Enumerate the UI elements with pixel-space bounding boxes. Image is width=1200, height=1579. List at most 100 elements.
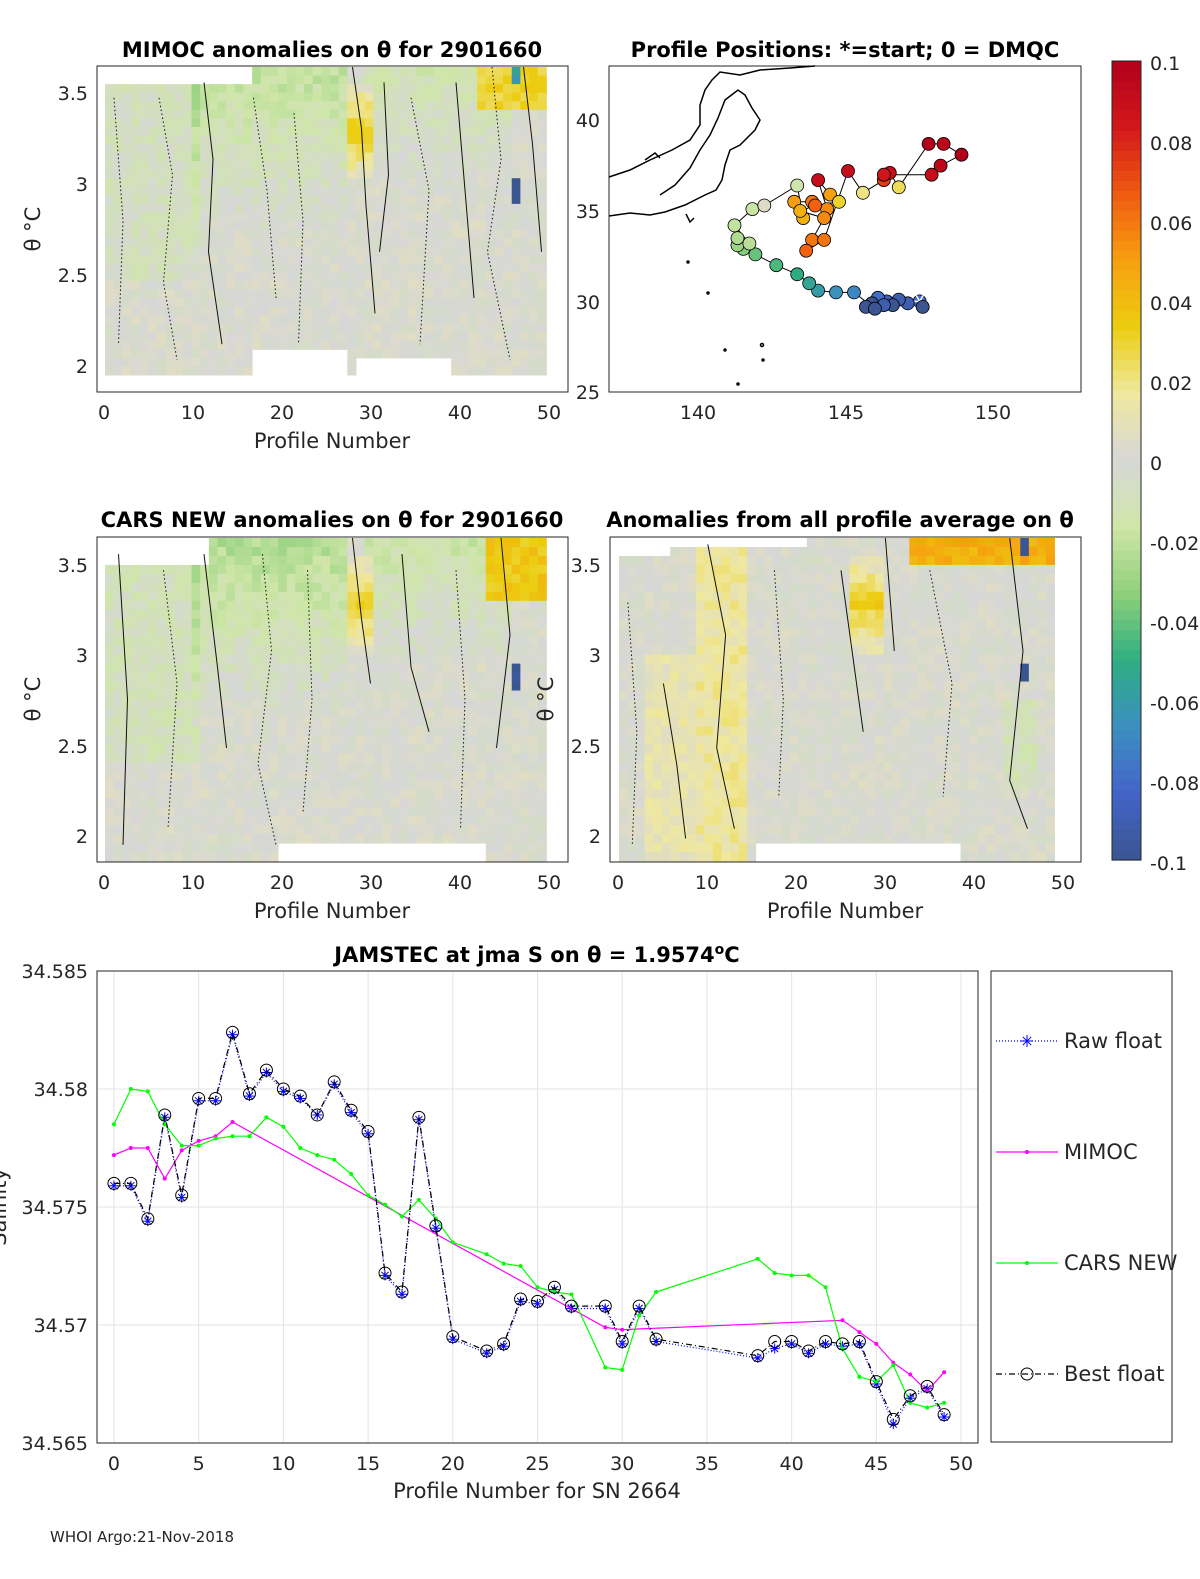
anomaly-cell xyxy=(408,556,417,565)
anomaly-cell xyxy=(365,619,374,628)
anomaly-cell xyxy=(243,556,252,565)
anomaly-cell xyxy=(287,127,296,136)
anomaly-cell xyxy=(114,735,123,744)
anomaly-cell xyxy=(192,101,201,110)
anomaly-cell xyxy=(339,565,348,574)
anomaly-cell xyxy=(166,834,175,843)
anomaly-cell xyxy=(243,816,252,825)
anomaly-cell xyxy=(756,753,765,762)
anomaly-cell xyxy=(841,771,850,780)
anomaly-cell xyxy=(773,700,782,709)
anomaly-cell xyxy=(321,708,330,717)
anomaly-cell xyxy=(832,744,841,753)
anomaly-cell xyxy=(417,307,426,316)
anomaly-cell xyxy=(494,127,503,136)
anomaly-cell xyxy=(739,807,748,816)
anomaly-cell xyxy=(391,76,400,85)
anomaly-cell xyxy=(192,717,201,726)
anomaly-cell xyxy=(356,212,365,221)
anomaly-cell xyxy=(781,798,790,807)
anomaly-cell xyxy=(295,255,304,264)
anomaly-cell xyxy=(192,144,201,153)
anomaly-cell xyxy=(408,67,417,76)
anomaly-cell xyxy=(892,744,901,753)
anomaly-cell xyxy=(391,204,400,213)
anomaly-cell xyxy=(494,798,503,807)
anomaly-cell xyxy=(486,825,495,834)
anomaly-cell xyxy=(529,852,538,861)
anomaly-cell xyxy=(278,212,287,221)
anomaly-cell xyxy=(382,281,391,290)
anomaly-cell xyxy=(148,247,157,256)
anomaly-cell xyxy=(520,187,529,196)
anomaly-cell xyxy=(460,298,469,307)
anomaly-cell xyxy=(884,789,893,798)
anomaly-cell xyxy=(538,349,547,358)
anomaly-cell xyxy=(183,170,192,179)
anomaly-cell xyxy=(183,110,192,119)
anomaly-cell xyxy=(815,726,824,735)
anomaly-cell xyxy=(520,135,529,144)
anomaly-cell xyxy=(313,834,322,843)
anomaly-cell xyxy=(373,110,382,119)
anomaly-cell xyxy=(235,178,244,187)
anomaly-cell xyxy=(382,753,391,762)
anomaly-cell xyxy=(269,118,278,127)
anomaly-cell xyxy=(520,212,529,221)
anomaly-cell xyxy=(486,807,495,816)
anomaly-cell xyxy=(408,84,417,93)
anomaly-cell xyxy=(417,221,426,230)
anomaly-cell xyxy=(503,628,512,637)
anomaly-cell xyxy=(408,324,417,333)
anomaly-cell xyxy=(619,556,628,565)
colorbar-swatch xyxy=(1112,231,1141,242)
anomaly-cell xyxy=(628,637,637,646)
anomaly-cell xyxy=(460,264,469,273)
anomaly-cell xyxy=(140,307,149,316)
anomaly-cell xyxy=(321,628,330,637)
anomaly-cell xyxy=(278,247,287,256)
anomaly-cell xyxy=(330,762,339,771)
anomaly-cell xyxy=(619,700,628,709)
anomaly-cell xyxy=(628,592,637,601)
anomaly-cell xyxy=(477,144,486,153)
anomaly-cell xyxy=(628,807,637,816)
anomaly-cell xyxy=(200,771,209,780)
anomaly-cell xyxy=(278,161,287,170)
anomaly-cell xyxy=(209,762,218,771)
anomaly-cell xyxy=(330,538,339,547)
anomaly-cell xyxy=(486,789,495,798)
anomaly-cell xyxy=(122,315,131,324)
anomaly-cell xyxy=(295,762,304,771)
anomaly-cell xyxy=(425,628,434,637)
anomaly-cell xyxy=(704,825,713,834)
anomaly-cell xyxy=(114,289,123,298)
anomaly-cell xyxy=(477,332,486,341)
anomaly-cell xyxy=(105,366,114,375)
anomaly-cell xyxy=(321,238,330,247)
anomaly-cell xyxy=(278,708,287,717)
anomaly-cell xyxy=(425,565,434,574)
anomaly-cell xyxy=(365,807,374,816)
anomaly-cell xyxy=(269,789,278,798)
anomaly-cell xyxy=(926,547,935,556)
anomaly-cell xyxy=(313,601,322,610)
anomaly-cell xyxy=(730,664,739,673)
anomaly-cell xyxy=(628,744,637,753)
anomaly-cell xyxy=(494,366,503,375)
anomaly-cell xyxy=(157,324,166,333)
anomaly-cell xyxy=(148,852,157,861)
anomaly-cell xyxy=(252,843,261,852)
anomaly-cell xyxy=(443,170,452,179)
anomaly-cell xyxy=(468,771,477,780)
anomaly-cell xyxy=(365,816,374,825)
anomaly-cell xyxy=(696,717,705,726)
anomaly-cell xyxy=(417,101,426,110)
anomaly-cell xyxy=(209,708,218,717)
anomaly-cell xyxy=(192,135,201,144)
anomaly-cell xyxy=(425,307,434,316)
anomaly-cell xyxy=(347,771,356,780)
anomaly-cell xyxy=(434,349,443,358)
anomaly-cell xyxy=(157,816,166,825)
anomaly-cell xyxy=(114,825,123,834)
